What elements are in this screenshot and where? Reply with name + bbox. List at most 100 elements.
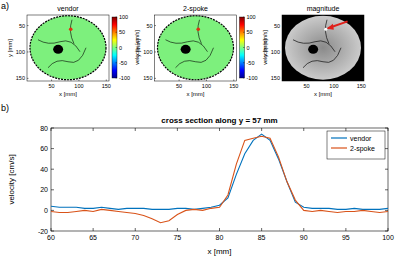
colorbar-tick	[116, 17, 118, 18]
colorbar-label: velocity [cm/s]	[262, 30, 268, 65]
y-tick-label: 50	[274, 23, 280, 29]
colorbar-tick	[243, 78, 245, 79]
x-tick-label: 90	[300, 234, 308, 241]
vessels	[166, 20, 214, 68]
x-tick-label: 150	[229, 83, 238, 89]
colorbar-tick-label: 100	[119, 14, 128, 20]
image-background	[155, 15, 237, 81]
y-tick-label: 50	[19, 23, 25, 29]
y-tick-label: 0	[44, 207, 48, 214]
x-tick	[93, 128, 94, 131]
y-tick-label: 100	[16, 49, 25, 55]
image-content	[282, 15, 364, 81]
x-tick	[51, 228, 52, 231]
x-tick-label: 50	[176, 83, 182, 89]
phantom	[158, 16, 234, 80]
y-tick-label: 60	[40, 145, 48, 152]
colorbar-tick	[116, 62, 118, 63]
x-tick	[93, 228, 94, 231]
y-tick	[282, 51, 284, 52]
figure: a)vendor5010015050100150x [mm]y [mm]-100…	[0, 0, 400, 261]
y-axis-label: y [mm]	[135, 39, 141, 57]
colorbar	[240, 17, 245, 78]
dark-region	[308, 45, 318, 54]
y-tick	[51, 128, 54, 129]
y-axis-label: y [mm]	[7, 39, 13, 57]
y-tick	[27, 78, 29, 79]
x-tick-label: 100	[329, 83, 338, 89]
x-tick	[177, 128, 178, 131]
x-tick	[51, 80, 52, 82]
x-tick-label: 150	[102, 83, 111, 89]
colorbar-tick	[243, 62, 245, 63]
phantom	[30, 16, 106, 80]
x-tick	[179, 80, 180, 82]
y-tick	[27, 25, 29, 26]
colorbar-tick-label: 0	[247, 45, 250, 51]
panel-label: b)	[1, 103, 9, 113]
colorbar-tick	[116, 78, 118, 79]
x-tick	[306, 80, 307, 82]
image-content	[155, 15, 237, 81]
y-tick	[51, 231, 54, 232]
colorbar-tick	[243, 17, 245, 18]
y-tick-label: -20	[38, 228, 48, 235]
legend-label: vendor	[350, 135, 372, 142]
x-tick	[135, 228, 136, 231]
colorbar-tick-label: 0	[119, 45, 122, 51]
y-tick-label: 100	[271, 49, 280, 55]
x-tick	[361, 80, 362, 82]
plot-frame	[51, 128, 388, 231]
y-tick	[282, 25, 284, 26]
colorbar-tick-label: -50	[119, 60, 127, 66]
image-background	[27, 15, 109, 81]
colorbar-tick	[243, 32, 245, 33]
colorbar-tick-label: 100	[247, 14, 256, 20]
colorbar-tick-label: -100	[119, 75, 130, 81]
x-tick	[388, 128, 389, 131]
y-tick	[155, 51, 157, 52]
x-tick-label: 100	[74, 83, 83, 89]
x-tick	[51, 128, 52, 131]
x-tick	[345, 228, 346, 231]
vessels	[38, 20, 86, 68]
x-tick-label: 70	[131, 234, 139, 241]
x-tick	[78, 80, 79, 82]
image-frame	[155, 15, 237, 81]
phantom	[285, 16, 361, 80]
colorbar-tick	[243, 47, 245, 48]
colorbar-tick-label: 50	[247, 29, 253, 35]
x-tick	[106, 80, 107, 82]
y-tick-label: 80	[40, 125, 48, 132]
x-tick-label: 50	[304, 83, 310, 89]
legend-label: 2-spoke	[350, 145, 375, 153]
x-tick-label: 95	[342, 234, 350, 241]
dark-region	[181, 45, 191, 54]
x-tick	[219, 128, 220, 131]
image-background	[282, 15, 364, 81]
y-tick-label: 50	[146, 23, 152, 29]
y-tick	[51, 148, 54, 149]
jet-spot	[69, 27, 73, 31]
y-tick-label: 40	[40, 166, 48, 173]
y-tick	[385, 210, 388, 211]
image-title: magnitude	[307, 5, 340, 13]
x-tick	[345, 128, 346, 131]
x-tick-label: 85	[258, 234, 266, 241]
colorbar-tick	[116, 32, 118, 33]
y-tick	[385, 169, 388, 170]
y-tick	[51, 189, 54, 190]
x-axis-label: x [mm]	[208, 247, 232, 256]
x-tick	[135, 128, 136, 131]
y-tick	[155, 25, 157, 26]
image-title: vendor	[57, 5, 79, 12]
colorbar-tick	[116, 47, 118, 48]
x-tick-label: 150	[357, 83, 366, 89]
colorbar	[112, 17, 117, 78]
jet-spot	[196, 27, 200, 31]
y-tick-label: 150	[16, 75, 25, 81]
y-tick-label: 150	[271, 75, 280, 81]
y-axis-label: velocity [cm/s]	[7, 154, 16, 204]
x-tick-label: 50	[49, 83, 55, 89]
image-content	[27, 15, 109, 81]
